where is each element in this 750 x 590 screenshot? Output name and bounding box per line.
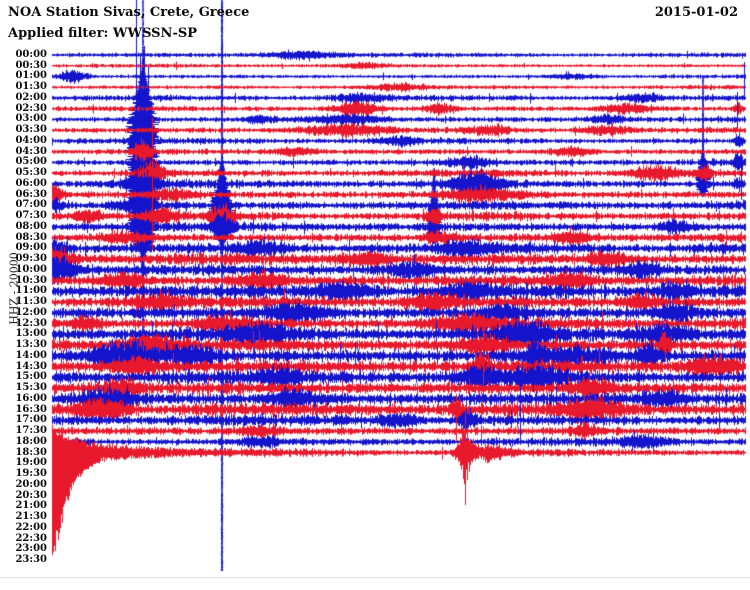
time-label: 18:00 (15, 435, 47, 447)
time-label: 10:00 (15, 263, 47, 275)
time-label: 19:00 (15, 457, 47, 469)
time-label: 12:00 (15, 306, 47, 318)
time-label: 05:00 (15, 156, 47, 168)
time-label: 06:30 (15, 188, 47, 200)
time-label: 16:00 (15, 392, 47, 404)
time-label: 11:30 (15, 296, 47, 308)
time-label: 16:30 (15, 403, 47, 415)
time-label: 22:00 (15, 521, 47, 533)
time-axis: 00:00 00:30 01:00 01:30 02:00 02:30 03:00 03:30… (0, 0, 50, 590)
time-label: 07:00 (15, 199, 47, 211)
time-label: 07:30 (15, 210, 47, 222)
time-label: 14:00 (15, 349, 47, 361)
time-label: 08:00 (15, 220, 47, 232)
time-label: 01:00 (15, 70, 47, 82)
date-label: 2015-01-02 (654, 5, 738, 20)
time-label: 06:00 (15, 177, 47, 189)
time-label: 05:30 (15, 167, 47, 179)
time-label: 21:00 (15, 500, 47, 512)
time-label: 14:30 (15, 360, 47, 372)
time-label: 04:00 (15, 134, 47, 146)
time-label: 20:00 (15, 478, 47, 490)
time-label: 04:30 (15, 145, 47, 157)
time-label: 00:00 (15, 49, 47, 60)
time-label: 09:00 (15, 242, 47, 254)
applied-filter-label: Applied filter: WWSSN-SP (8, 26, 198, 41)
time-label: 08:30 (15, 231, 47, 243)
time-label: 23:00 (15, 543, 47, 555)
time-label: 18:30 (15, 446, 47, 458)
time-label: 13:00 (15, 328, 47, 340)
time-label: 03:00 (15, 113, 47, 125)
time-label: 02:00 (15, 91, 47, 103)
time-label: 01:30 (15, 81, 47, 93)
time-label: 20:30 (15, 489, 47, 501)
time-label: 22:30 (15, 532, 47, 544)
time-label: 21:30 (15, 511, 47, 523)
time-label: 11:00 (15, 285, 47, 297)
time-label: 15:00 (15, 371, 47, 383)
time-label: 13:30 (15, 339, 47, 351)
time-label: 10:30 (15, 274, 47, 286)
time-label: 00:30 (15, 59, 47, 71)
time-label: 12:30 (15, 317, 47, 329)
time-label: 02:30 (15, 102, 47, 114)
time-label: 23:30 (15, 554, 47, 565)
time-label: 03:30 (15, 124, 47, 136)
station-title: NOA Station Sivas, Crete, Greece (8, 5, 250, 20)
time-label: 19:30 (15, 468, 47, 480)
time-label: 09:30 (15, 253, 47, 265)
time-label: 15:30 (15, 382, 47, 394)
time-label: 17:00 (15, 414, 47, 426)
time-label: 17:30 (15, 425, 47, 437)
